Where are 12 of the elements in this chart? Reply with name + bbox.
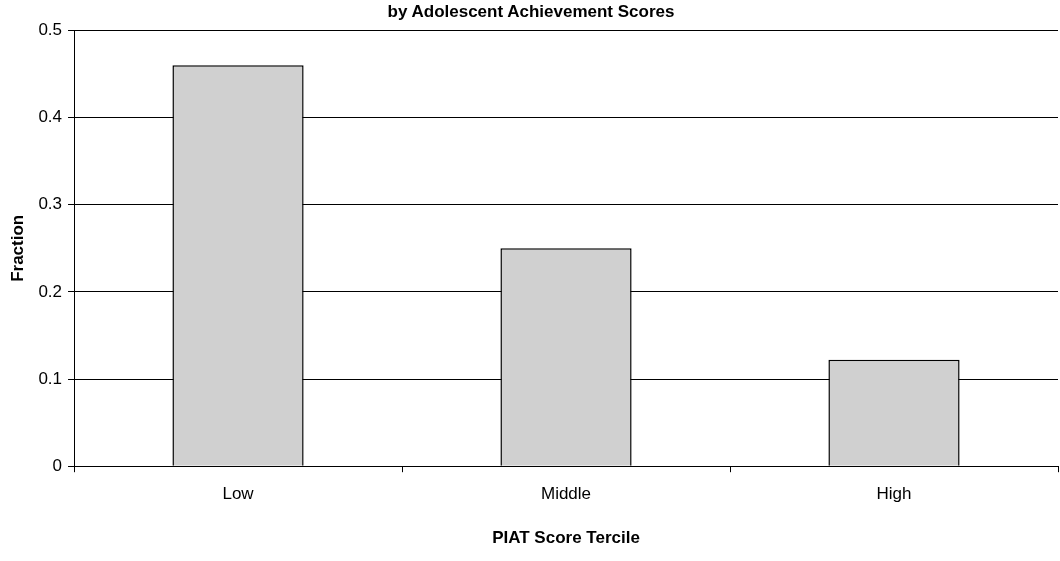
y-tick-label: 0.3	[38, 194, 63, 214]
y-tick-label: 0	[52, 455, 63, 475]
y-axis-title: Fraction	[7, 214, 27, 282]
y-tick-label: 0.5	[38, 20, 63, 40]
y-tick-label: 0.1	[38, 368, 63, 388]
y-tick-label: 0.2	[38, 281, 63, 301]
x-tick-label: Low	[222, 484, 255, 504]
x-axis-title: PIAT Score Tercile	[492, 528, 640, 548]
chart-title: by Adolescent Achievement Scores	[387, 1, 675, 21]
x-tick-label: High	[876, 484, 912, 504]
y-tick-label: 0.4	[38, 107, 63, 127]
x-tick-label: Middle	[540, 484, 592, 504]
